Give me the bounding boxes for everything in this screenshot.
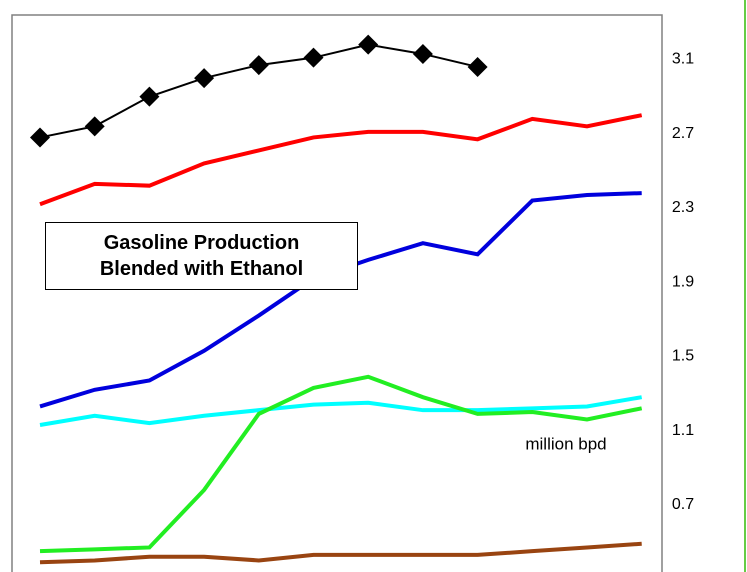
series-line	[39, 113, 643, 207]
marker	[194, 68, 215, 89]
marker	[412, 43, 433, 64]
marker	[30, 127, 50, 148]
marker	[84, 116, 105, 137]
y-tick-label: 0.3	[672, 570, 694, 572]
y-tick-label: 0.7	[672, 496, 694, 513]
y-tick-label: 1.9	[672, 273, 694, 290]
y-tick-label: 2.3	[672, 199, 694, 216]
series-line	[39, 541, 642, 565]
marker	[358, 34, 379, 55]
y-tick-label: 3.1	[672, 51, 694, 68]
y-tick-label: 1.1	[672, 422, 694, 439]
marker	[139, 86, 160, 107]
series-line	[39, 395, 643, 427]
chart-title: Gasoline Production Blended with Ethanol	[45, 222, 358, 290]
series-line	[39, 374, 643, 554]
marker	[467, 56, 488, 77]
unit-annotation: million bpd	[525, 434, 606, 453]
y-tick-label: 1.5	[672, 348, 694, 365]
marker	[248, 55, 269, 76]
y-tick-label: 2.7	[672, 125, 694, 142]
marker	[303, 47, 324, 68]
plot-frame	[11, 14, 663, 572]
